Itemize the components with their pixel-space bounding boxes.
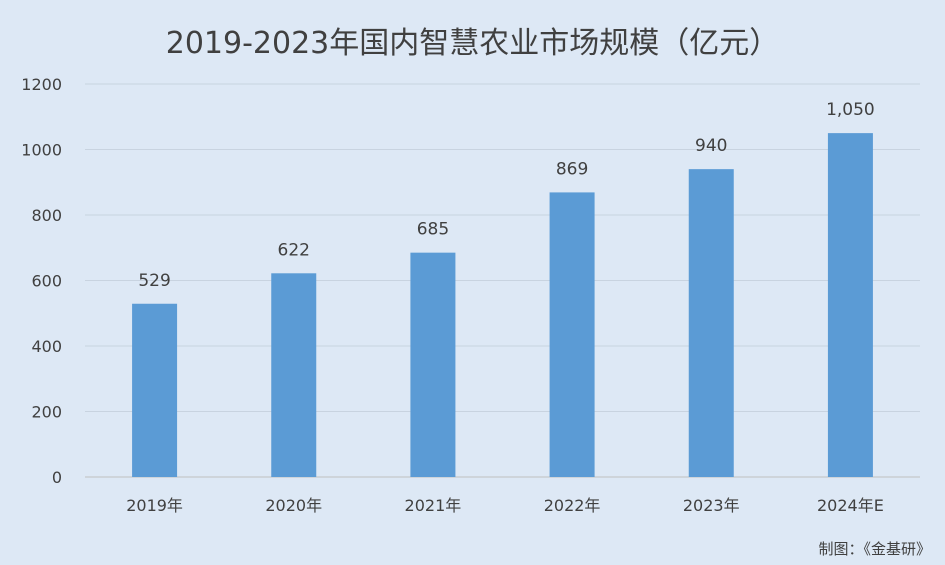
data-label: 1,050 bbox=[826, 100, 875, 120]
bar bbox=[827, 133, 873, 477]
bar bbox=[271, 273, 317, 477]
x-tick-label: 2022年 bbox=[544, 496, 601, 515]
x-tick-label: 2021年 bbox=[405, 496, 462, 515]
y-tick-label: 0 bbox=[52, 468, 62, 487]
x-tick-label: 2023年 bbox=[683, 496, 740, 515]
bar bbox=[410, 252, 456, 477]
chart-title: 2019-2023年国内智慧农业市场规模（亿元） bbox=[165, 26, 780, 61]
data-label: 529 bbox=[138, 271, 170, 291]
data-labels: 529 622 685 869 940 1,050 bbox=[138, 100, 874, 291]
bar bbox=[688, 169, 734, 477]
grid-lines bbox=[85, 83, 920, 478]
y-tick-label: 600 bbox=[31, 272, 62, 291]
y-tick-label: 1000 bbox=[21, 141, 62, 160]
y-axis-ticks: 0 200 400 600 800 1000 1200 bbox=[21, 75, 62, 487]
x-tick-label: 2020年 bbox=[265, 496, 322, 515]
x-tick-label: 2024年E bbox=[817, 496, 884, 515]
y-tick-label: 800 bbox=[31, 206, 62, 225]
data-label: 685 bbox=[417, 220, 449, 240]
bars bbox=[132, 133, 873, 477]
y-tick-label: 1200 bbox=[21, 75, 62, 94]
bar bbox=[549, 192, 595, 477]
x-axis-ticks: 2019年 2020年 2021年 2022年 2023年 2024年E bbox=[126, 496, 884, 515]
y-tick-label: 200 bbox=[31, 403, 62, 422]
x-tick-label: 2019年 bbox=[126, 496, 183, 515]
bar bbox=[132, 303, 178, 477]
y-tick-label: 400 bbox=[31, 337, 62, 356]
source-note: 制图：《金基研》 bbox=[818, 540, 931, 558]
data-label: 940 bbox=[695, 136, 727, 156]
data-label: 622 bbox=[278, 240, 310, 260]
data-label: 869 bbox=[556, 159, 588, 179]
